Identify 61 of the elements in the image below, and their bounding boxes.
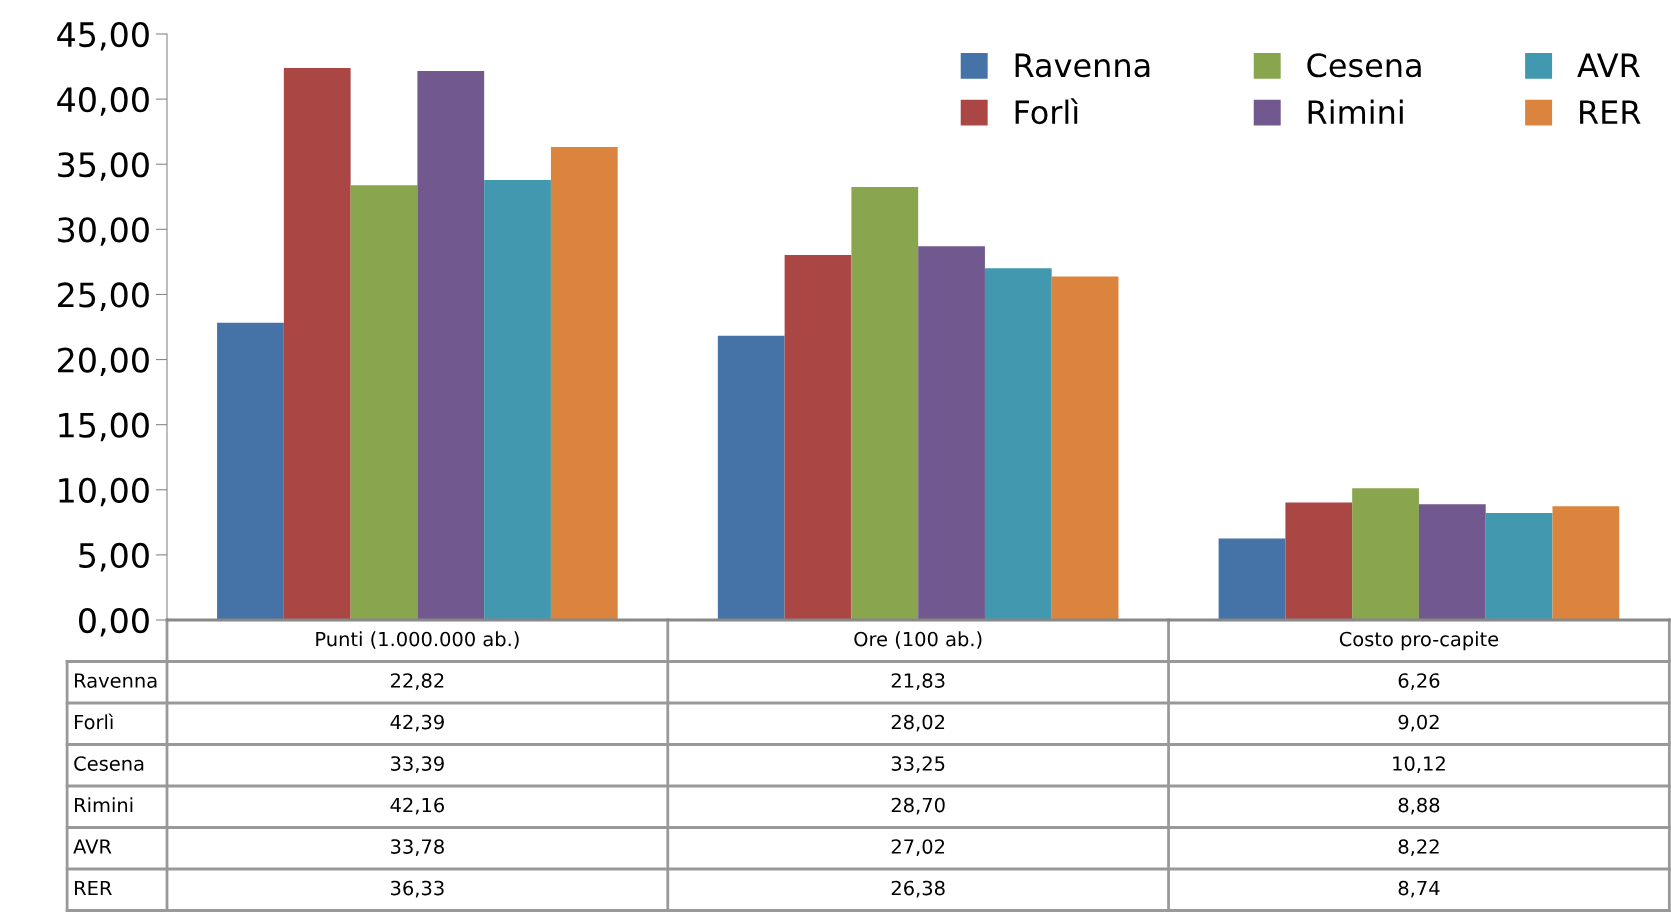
data-label: 9,02 bbox=[1398, 714, 1439, 732]
data-label: 33,39 bbox=[391, 756, 444, 773]
data-label: 22,82 bbox=[390, 673, 444, 690]
x-tick-label: Punti (1.000.000 ab.) bbox=[316, 631, 519, 649]
legend-label: Forlì bbox=[1015, 98, 1078, 125]
bar bbox=[417, 70, 485, 620]
bar bbox=[717, 335, 785, 620]
y-tick-label: 45,00 bbox=[57, 21, 149, 51]
y-tick-label: 40,00 bbox=[57, 87, 149, 116]
bar bbox=[1218, 538, 1286, 620]
x-tick-label: Ore (100 ab.) bbox=[854, 631, 982, 649]
data-label: 8,74 bbox=[1398, 880, 1440, 898]
y-tick-label: 30,00 bbox=[58, 217, 149, 246]
bar bbox=[1552, 506, 1620, 620]
data-label: 36,33 bbox=[391, 880, 444, 898]
text: Ravenna bbox=[75, 673, 157, 688]
data-label: 8,22 bbox=[1398, 839, 1439, 856]
bar bbox=[984, 268, 1052, 620]
bar bbox=[484, 180, 551, 620]
data-label: 26,38 bbox=[891, 880, 945, 898]
bar bbox=[851, 187, 919, 620]
bar bbox=[217, 322, 284, 620]
legend-label: Rimini bbox=[1308, 99, 1403, 124]
legend-label: Cesena bbox=[1307, 53, 1421, 78]
x-tick-label: Costo pro-capite bbox=[1339, 631, 1499, 651]
data-label: 21,83 bbox=[891, 673, 945, 690]
data-label: 33,25 bbox=[891, 756, 945, 773]
bar bbox=[550, 146, 618, 620]
bar bbox=[918, 246, 985, 620]
legend-label: Ravenna bbox=[1015, 53, 1150, 78]
bar bbox=[283, 67, 351, 620]
data-label: 6,26 bbox=[1398, 673, 1440, 690]
data-label: 42,16 bbox=[390, 797, 444, 815]
data-label: 28,02 bbox=[891, 714, 945, 732]
y-tick-label: 35,00 bbox=[58, 152, 149, 181]
data-label: 27,02 bbox=[891, 839, 945, 856]
data-label: 10,12 bbox=[1393, 756, 1445, 773]
y-tick-label: 15,00 bbox=[59, 412, 149, 442]
y-tick-label: 0,00 bbox=[79, 607, 149, 637]
legend-label: AVR bbox=[1577, 53, 1640, 77]
text: RER bbox=[75, 880, 112, 896]
bar bbox=[1285, 502, 1353, 620]
legend-label: RER bbox=[1580, 100, 1641, 124]
text: Rimini bbox=[75, 797, 133, 813]
y-tick-label: 25,00 bbox=[58, 282, 149, 311]
data-label: 8,88 bbox=[1398, 797, 1440, 815]
data-label: 28,70 bbox=[891, 797, 945, 815]
text: Forlì bbox=[75, 713, 113, 730]
data-label: 42,39 bbox=[390, 714, 444, 732]
bar bbox=[350, 185, 418, 620]
bar bbox=[1352, 488, 1419, 620]
data-label: 33,78 bbox=[391, 839, 444, 856]
bar bbox=[1051, 276, 1119, 620]
bar bbox=[1418, 504, 1486, 620]
y-tick-label: 20,00 bbox=[58, 347, 149, 377]
text: Cesena bbox=[74, 756, 144, 771]
bar bbox=[784, 255, 852, 620]
bar bbox=[1485, 512, 1553, 620]
text: AVR bbox=[73, 839, 112, 854]
y-tick-label: 5,00 bbox=[79, 542, 149, 572]
y-tick-label: 10,00 bbox=[59, 477, 149, 507]
